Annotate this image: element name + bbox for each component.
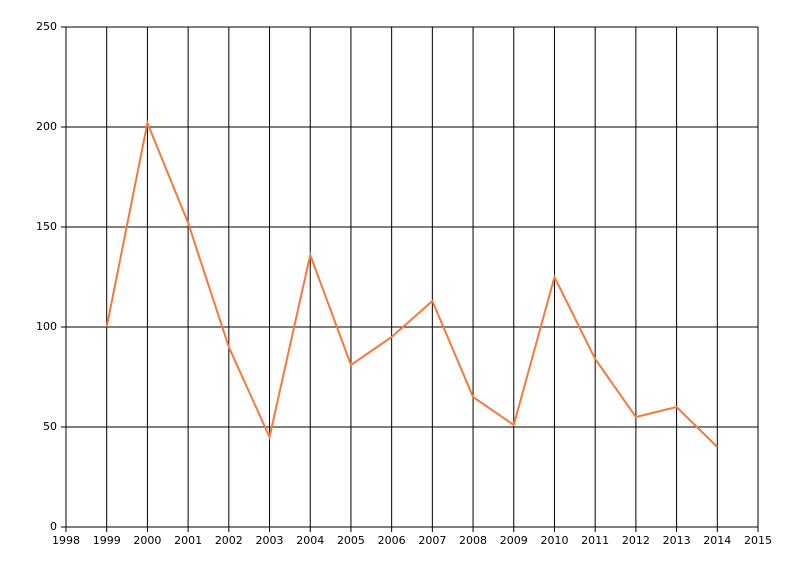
x-tick-label: 2002: [215, 534, 243, 547]
x-tick-label: 2012: [622, 534, 650, 547]
y-tick-label: 250: [36, 20, 57, 33]
x-tick-label: 1998: [52, 534, 80, 547]
x-tick-label: 2006: [378, 534, 406, 547]
x-tick-label: 2008: [459, 534, 487, 547]
x-tick-label: 2003: [256, 534, 284, 547]
x-tick-label: 2000: [133, 534, 161, 547]
x-tick-label: 2014: [703, 534, 731, 547]
x-tick-label: 2010: [540, 534, 568, 547]
y-tick-label: 0: [50, 520, 57, 533]
y-tick-label: 50: [43, 420, 57, 433]
x-tick-label: 2007: [418, 534, 446, 547]
y-tick-label: 150: [36, 220, 57, 233]
y-tick-label: 100: [36, 320, 57, 333]
x-tick-label: 1999: [93, 534, 121, 547]
y-tick-label: 200: [36, 120, 57, 133]
x-tick-label: 2001: [174, 534, 202, 547]
x-tick-label: 2015: [744, 534, 772, 547]
x-tick-label: 2013: [663, 534, 691, 547]
x-tick-label: 2004: [296, 534, 324, 547]
x-tick-label: 2011: [581, 534, 609, 547]
data-line: [105, 119, 718, 448]
x-tick-label: 2009: [500, 534, 528, 547]
x-tick-label: 2005: [337, 534, 365, 547]
